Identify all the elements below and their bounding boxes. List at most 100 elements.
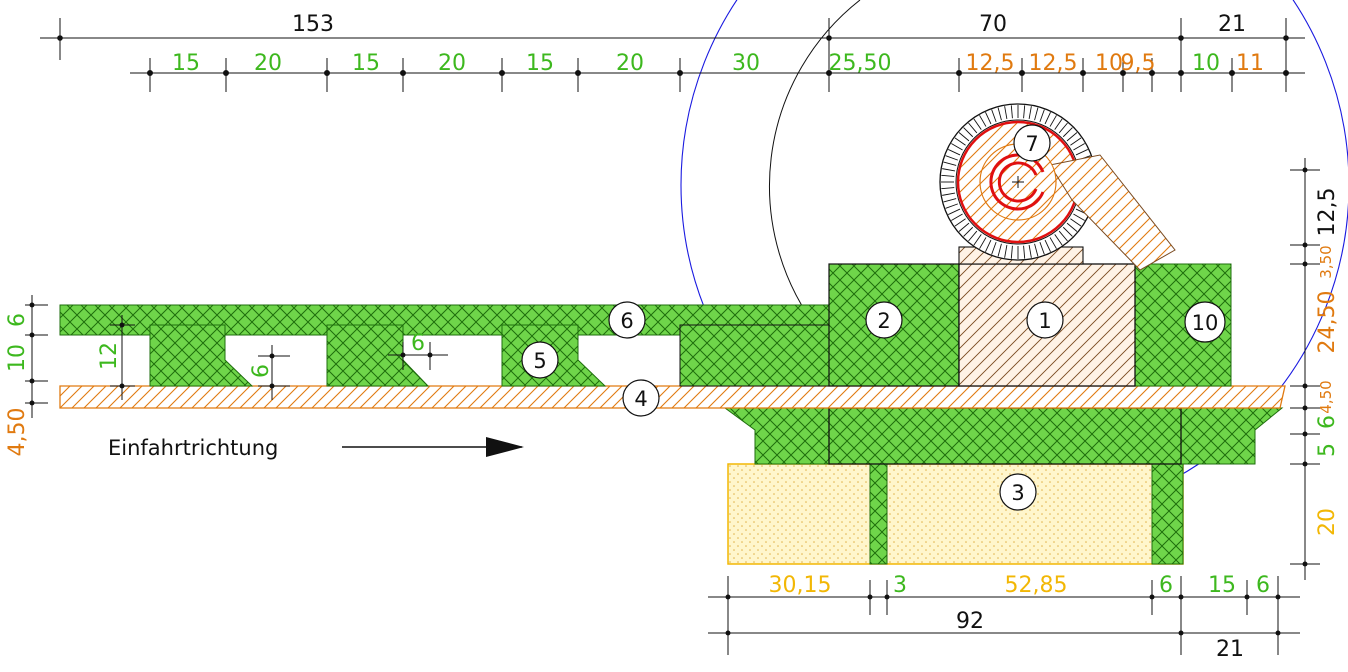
- gear-tooth: [958, 132, 970, 142]
- gear-tooth: [968, 122, 978, 134]
- gear-tooth: [941, 174, 955, 177]
- spacer-block-a: [149, 324, 254, 387]
- dim-left-6c: 6: [411, 331, 425, 356]
- dim-dot: [575, 70, 581, 76]
- gear-tooth: [1004, 106, 1008, 120]
- dim-top-row2-value: 10: [1095, 51, 1123, 76]
- top-dimension-dots: [57, 35, 1289, 41]
- dim-top-row2-value: 30: [732, 51, 760, 76]
- dim-dot: [147, 70, 153, 76]
- gear-tooth: [1073, 213, 1085, 221]
- rail-plate-4: [59, 385, 1286, 409]
- dim-top-row2-value: 20: [438, 51, 466, 76]
- gear-tooth: [941, 187, 955, 190]
- gear-tooth: [1028, 244, 1032, 258]
- dim-right-24-50: 24,50: [1315, 291, 1340, 354]
- dim-top-row2-value: 12,5: [966, 51, 1015, 76]
- dim-top-153: 153: [292, 12, 334, 37]
- hub-red-clip-inner: [997, 161, 1038, 203]
- gear-tooth: [1044, 112, 1051, 125]
- pinion-assembly-7: [939, 103, 1176, 271]
- gear-tooth: [968, 230, 978, 242]
- gear-tooth: [948, 208, 961, 215]
- gear-tooth: [1066, 222, 1078, 232]
- spacer-block-d: [679, 324, 831, 387]
- dim-dot: [1229, 70, 1235, 76]
- dim-right-5: 5: [1315, 443, 1340, 457]
- gear-tooth: [942, 192, 956, 196]
- dim-top-21: 21: [1218, 12, 1246, 37]
- dim-bottom-6: 6: [1159, 573, 1173, 598]
- dim-bottom-6b: 6: [1256, 573, 1270, 598]
- gear-tooth: [1049, 115, 1057, 127]
- gear-tooth: [963, 226, 974, 237]
- gear-tooth: [1062, 127, 1073, 138]
- dim-dot: [324, 70, 330, 76]
- gear-tooth: [991, 241, 997, 255]
- dim-dot: [677, 70, 683, 76]
- base-beam-green: [723, 407, 1284, 465]
- gear-tooth: [1070, 218, 1082, 227]
- gear-tooth: [1066, 132, 1078, 142]
- top-dimensions: [40, 18, 1305, 92]
- dim-dot: [400, 70, 406, 76]
- dim-bottom-3: 3: [893, 573, 907, 598]
- dim-dot: [826, 70, 832, 76]
- dim-dot: [1283, 70, 1289, 76]
- gear-tooth: [1058, 230, 1068, 242]
- pinion-arm: [1049, 154, 1176, 271]
- center-cross: [1012, 176, 1024, 188]
- left-dimension-dots: [29, 302, 433, 406]
- gear-tooth: [1039, 241, 1045, 255]
- dim-top-row2-value: 11: [1236, 51, 1264, 76]
- gear-tooth: [942, 168, 956, 172]
- gear-tooth: [1039, 109, 1045, 123]
- gear-tooth: [945, 155, 959, 161]
- dim-top-row2-value: 20: [616, 51, 644, 76]
- dim-left-10: 10: [5, 344, 30, 372]
- gear-tooth: [954, 137, 966, 146]
- dim-top-row2-value: 25,50: [829, 51, 892, 76]
- gear-tooth: [1034, 243, 1039, 257]
- dim-left-12: 12: [97, 342, 122, 370]
- dim-left-6: 6: [5, 313, 30, 327]
- label-1: 1: [1038, 309, 1051, 333]
- gear-tooth: [943, 161, 957, 166]
- gear-tooth: [1044, 239, 1051, 252]
- dim-dot: [223, 70, 229, 76]
- label-circles: 1 2 3 4 5 6 7 10: [521, 124, 1226, 511]
- gear-tooth: [1075, 149, 1088, 156]
- gear-tooth: [951, 143, 963, 151]
- bottom-dimension-dots: [725, 594, 1281, 636]
- dim-top-row2-value: 12,5: [1029, 51, 1078, 76]
- dim-top-70: 70: [979, 12, 1007, 37]
- label-5: 5: [533, 349, 546, 373]
- gear-tooth: [963, 127, 974, 138]
- label-2: 2: [877, 309, 890, 333]
- gear-tooth: [943, 198, 957, 203]
- gear-tooth: [985, 112, 992, 125]
- dim-top-row2-value: 9,5: [1121, 51, 1156, 76]
- dim-right-4-50: 4,50: [1317, 380, 1335, 413]
- gear-tooth: [1010, 245, 1013, 259]
- label-7: 7: [1025, 132, 1038, 156]
- dim-top-row2-value: 20: [254, 51, 282, 76]
- dim-dot: [1080, 70, 1086, 76]
- gear-tooth: [1062, 226, 1073, 237]
- foundation-post-left: [869, 463, 888, 565]
- gear-tooth: [1049, 237, 1057, 249]
- dim-bottom-92: 92: [956, 609, 984, 634]
- dim-top-row2-value: 10: [1192, 51, 1220, 76]
- dim-dot: [1120, 70, 1126, 76]
- bottom-dimensions: [708, 576, 1300, 655]
- gear-tooth: [1023, 245, 1026, 259]
- gear-tooth: [1028, 106, 1032, 120]
- gear-tooth: [958, 222, 970, 232]
- gear-tooth: [948, 149, 961, 156]
- gear-tooth: [1058, 122, 1068, 134]
- gear-tooth: [973, 234, 982, 246]
- gear-tooth: [1070, 137, 1082, 146]
- label-6: 6: [620, 309, 633, 333]
- dim-dot: [956, 70, 962, 76]
